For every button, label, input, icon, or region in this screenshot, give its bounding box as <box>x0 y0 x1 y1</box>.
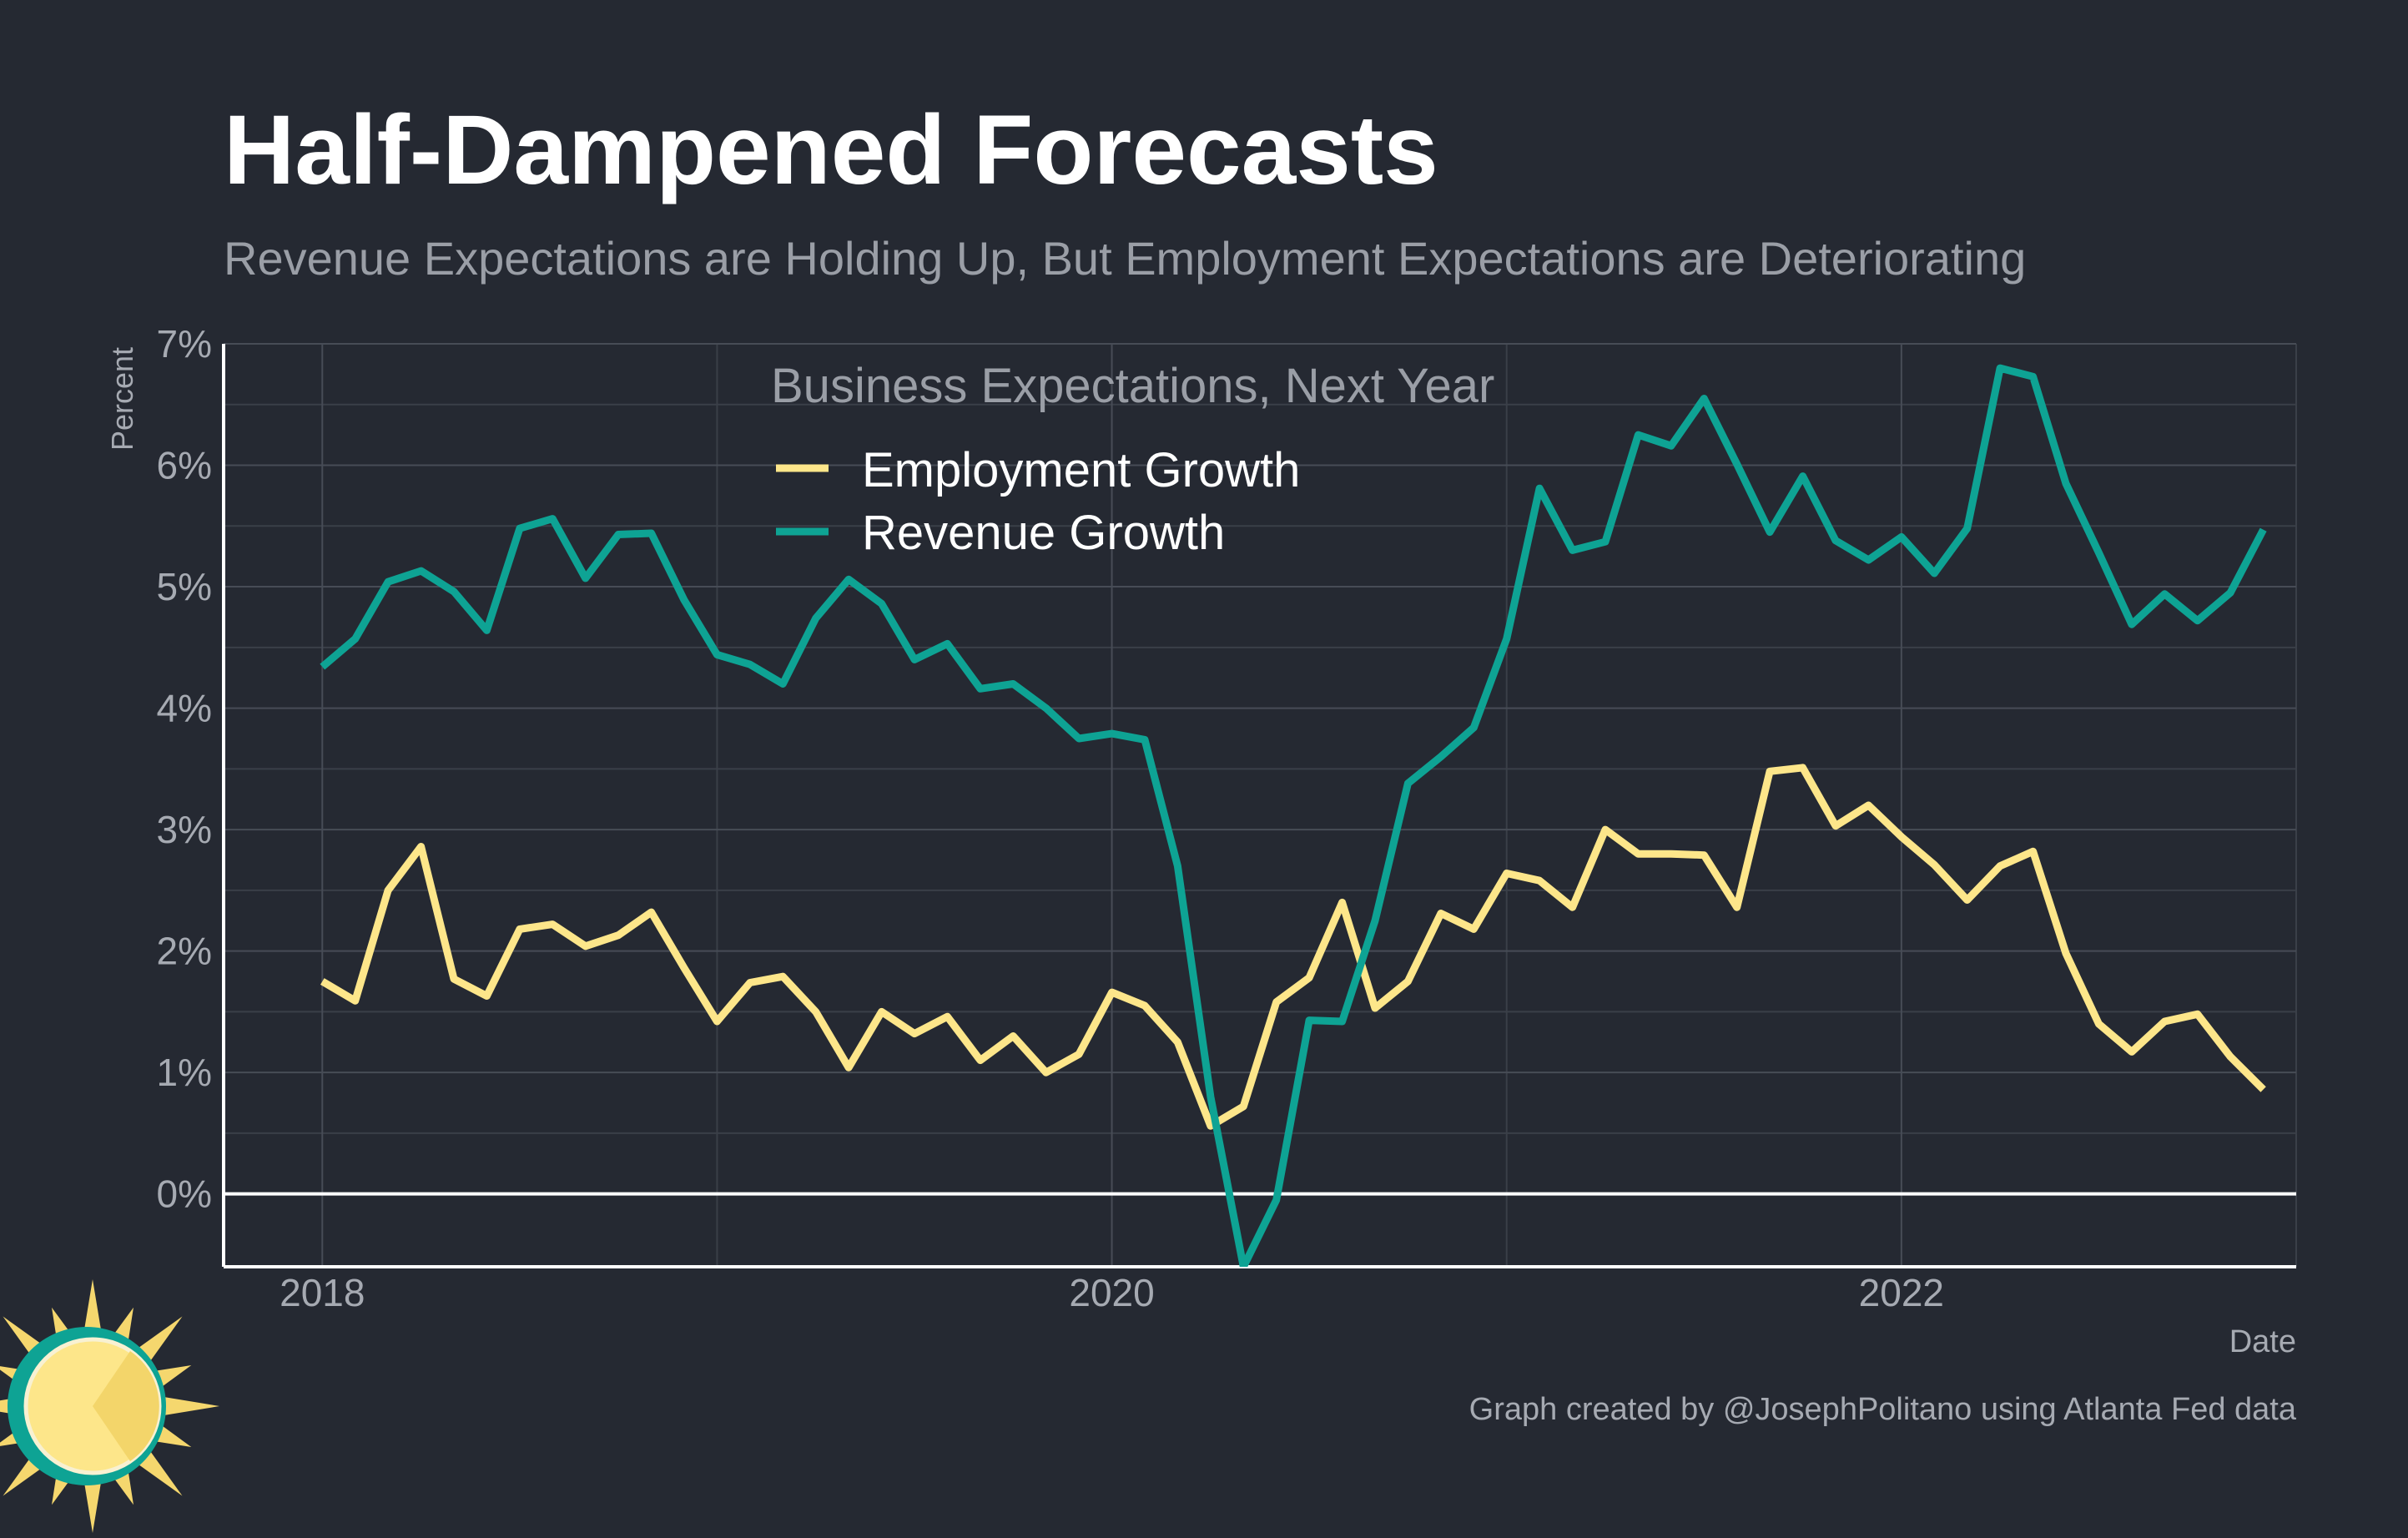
series-line-employment-growth <box>320 764 2266 1130</box>
sun-ray <box>82 1279 103 1342</box>
y-tick-label: 1% <box>157 1051 212 1094</box>
gridlines <box>224 343 2297 1267</box>
sun-logo-shade <box>93 1351 159 1461</box>
y-axis-title: Percent <box>105 347 139 451</box>
y-tick-label: 7% <box>157 322 212 366</box>
x-axis-title: Date <box>2229 1324 2296 1359</box>
tick-labels: 0% 1% 2% 3% 4% 5% 6% 7% 2018 2020 2022 <box>157 322 1945 1314</box>
series-lines <box>320 364 2267 1267</box>
y-tick-label: 4% <box>157 687 212 730</box>
legend-label-revenue: Revenue Growth <box>862 506 1225 560</box>
legend-title: Business Expectations, Next Year <box>771 359 1494 413</box>
x-tick-label: 2020 <box>1069 1271 1154 1314</box>
sun-logo-icon <box>0 1279 219 1533</box>
axes <box>222 344 2296 1268</box>
legend: Business Expectations, Next Year Employm… <box>771 359 1494 560</box>
y-tick-label: 0% <box>157 1172 212 1216</box>
y-tick-label: 3% <box>157 808 212 851</box>
sun-ray <box>157 1395 219 1417</box>
x-tick-label: 2022 <box>1859 1271 1944 1314</box>
sun-ray <box>82 1470 103 1533</box>
y-tick-label: 6% <box>157 444 212 487</box>
y-tick-label: 5% <box>157 565 212 608</box>
x-tick-label: 2018 <box>280 1271 365 1314</box>
source-caption: Graph created by @JosephPolitano using A… <box>1469 1392 2297 1427</box>
y-tick-label: 2% <box>157 930 212 973</box>
chart-title: Half-Dampened Forecasts <box>224 95 1438 205</box>
chart-subtitle: Revenue Expectations are Holding Up, But… <box>224 232 2026 285</box>
series-line-revenue-growth <box>320 364 2267 1267</box>
legend-label-employment: Employment Growth <box>862 443 1300 497</box>
